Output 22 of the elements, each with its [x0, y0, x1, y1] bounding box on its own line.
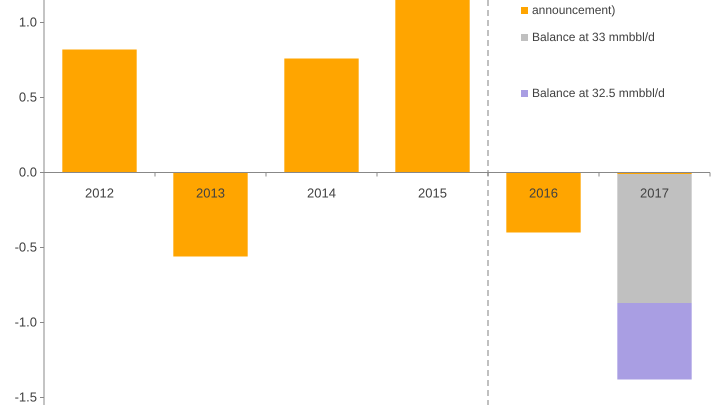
- legend-label: announcement): [532, 3, 616, 17]
- y-tick-label: -1.0: [14, 314, 37, 330]
- y-tick-label: 0.5: [18, 90, 37, 105]
- x-tick-label: 2014: [307, 186, 336, 200]
- y-tick-label: -1.5: [14, 390, 37, 405]
- bar: [62, 50, 137, 172]
- x-tick-label: 2017: [640, 186, 669, 200]
- bar: [284, 58, 359, 172]
- y-tick-label: -0.5: [14, 240, 37, 255]
- x-tick-label: 2012: [85, 186, 114, 200]
- bar: [173, 172, 248, 256]
- legend-label: Balance at 33 mmbbl/d: [532, 30, 655, 44]
- bar: [395, 0, 470, 172]
- y-tick-label: 0.0: [18, 164, 37, 180]
- bar: [506, 172, 581, 232]
- bar: [617, 174, 692, 303]
- x-tick-label: 2015: [418, 186, 447, 200]
- y-tick-label: 1.0: [18, 14, 37, 30]
- bar: [617, 303, 692, 380]
- x-tick-label: 2016: [529, 186, 558, 200]
- x-tick-label: 2013: [196, 186, 225, 200]
- legend-label: Balance at 32.5 mmbbl/d: [532, 86, 665, 100]
